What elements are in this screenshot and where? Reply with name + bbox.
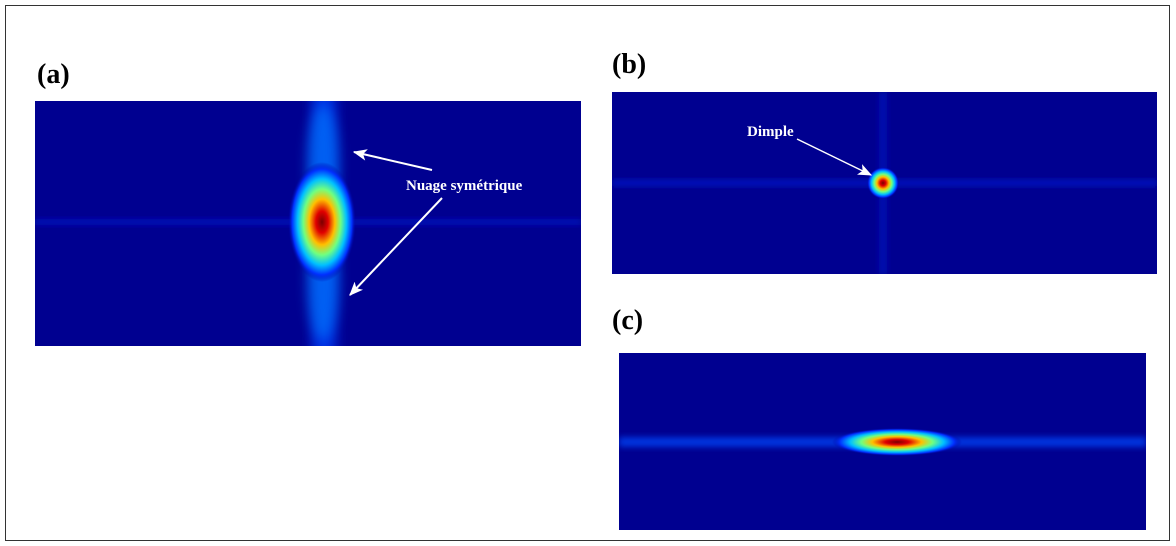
annotation: Nuage symétrique: [406, 178, 523, 194]
arrow: [349, 197, 443, 296]
panel-label: (b): [612, 49, 646, 80]
arrow: [796, 138, 873, 176]
frame: [5, 5, 1170, 541]
annotation: Dimple: [747, 124, 794, 140]
panel-label: (c): [612, 305, 643, 336]
image-c: [619, 353, 1146, 530]
image-a: [35, 101, 581, 346]
panel-label: (a): [37, 59, 70, 90]
arrow: [352, 149, 433, 171]
image-b: [612, 92, 1157, 274]
